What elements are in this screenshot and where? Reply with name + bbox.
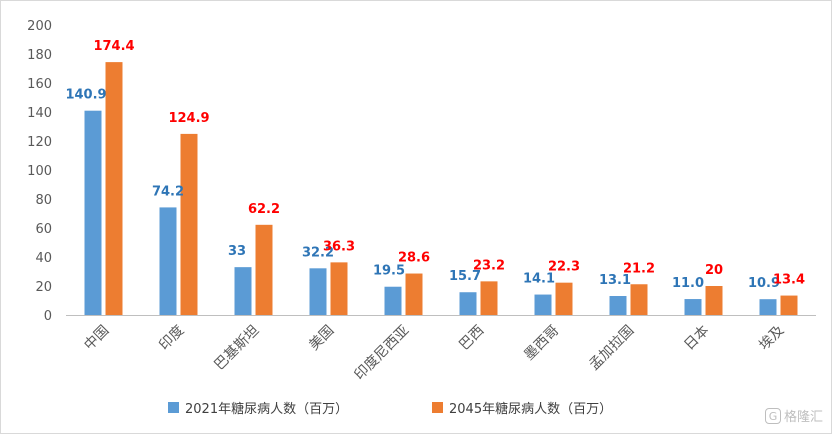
bar-2021 bbox=[684, 299, 702, 315]
bar-2045 bbox=[105, 62, 123, 316]
data-label-2021: 14.1 bbox=[523, 272, 555, 287]
y-tick-label: 80 bbox=[35, 193, 52, 208]
data-label-2021: 19.5 bbox=[373, 264, 405, 279]
watermark-text: 格隆汇 bbox=[783, 410, 823, 425]
legend-swatch-2021 bbox=[168, 402, 179, 413]
bar-2021 bbox=[84, 110, 102, 315]
data-label-2021: 33 bbox=[228, 244, 246, 259]
y-tick-label: 180 bbox=[27, 48, 52, 63]
category-label: 印度 bbox=[156, 323, 187, 354]
y-tick-label: 20 bbox=[35, 280, 52, 295]
bar-2021 bbox=[309, 268, 327, 315]
legend-label-2045: 2045年糖尿病人数（百万） bbox=[449, 401, 612, 417]
data-label-2021: 13.1 bbox=[599, 273, 631, 288]
category-label: 日本 bbox=[681, 323, 712, 354]
data-label-2045: 20 bbox=[705, 263, 723, 278]
y-axis: 0 20 40 60 80 100 120 140 160 180 200 bbox=[27, 19, 52, 324]
y-tick-label: 40 bbox=[35, 251, 52, 266]
bar-2045 bbox=[555, 282, 573, 315]
legend-swatch-2045 bbox=[432, 402, 443, 413]
bar-2021 bbox=[234, 267, 252, 315]
data-label-2021: 140.9 bbox=[65, 88, 106, 103]
bars bbox=[84, 62, 798, 316]
bar-2021 bbox=[459, 292, 477, 315]
data-label-2045: 13.4 bbox=[773, 273, 805, 288]
category-label: 孟加拉国 bbox=[586, 323, 637, 374]
data-label-2045: 36.3 bbox=[323, 239, 355, 254]
data-label-2021: 32.2 bbox=[302, 245, 334, 260]
y-tick-label: 100 bbox=[27, 164, 52, 179]
bar-2045 bbox=[330, 262, 348, 315]
category-label: 巴西 bbox=[456, 323, 487, 354]
bar-2045 bbox=[405, 273, 423, 315]
bar-2021 bbox=[159, 207, 177, 315]
data-label-2045: 62.2 bbox=[248, 202, 280, 217]
bar-2021 bbox=[759, 299, 777, 315]
data-label-2045: 124.9 bbox=[168, 111, 209, 126]
data-label-2045: 22.3 bbox=[548, 260, 580, 275]
data-label-2021: 74.2 bbox=[152, 184, 184, 199]
watermark: G 格隆汇 bbox=[764, 406, 823, 425]
bar-2045 bbox=[180, 133, 198, 315]
bar-2021 bbox=[384, 286, 402, 315]
category-label: 中国 bbox=[81, 323, 112, 354]
legend: 2021年糖尿病人数（百万） 2045年糖尿病人数（百万） bbox=[168, 401, 612, 417]
bar-2045 bbox=[705, 286, 723, 315]
bar-2021 bbox=[534, 294, 552, 315]
category-label: 埃及 bbox=[756, 323, 787, 354]
y-tick-label: 140 bbox=[27, 106, 52, 121]
data-labels: 140.9 174.4 74.2 124.9 33 62.2 32.236.3 19.528.… bbox=[65, 39, 805, 291]
data-label-2021: 15.7 bbox=[449, 269, 481, 284]
y-tick-label: 120 bbox=[27, 135, 52, 150]
category-label: 印度尼西亚 bbox=[352, 323, 413, 384]
bar-2021 bbox=[609, 296, 627, 315]
bar-2045 bbox=[780, 295, 798, 315]
bar-2045 bbox=[630, 284, 648, 315]
watermark-logo-icon: G bbox=[764, 407, 781, 424]
bar-2045 bbox=[255, 224, 273, 315]
category-label: 美国 bbox=[306, 323, 337, 354]
data-label-2045: 28.6 bbox=[398, 251, 430, 266]
data-label-2045: 21.2 bbox=[623, 261, 655, 276]
data-label-2021: 11.0 bbox=[672, 276, 704, 291]
category-labels: 中国 印度 巴基斯坦 美国 印度尼西亚 巴西 墨西哥 孟加拉国 日本 埃及 bbox=[81, 322, 787, 384]
y-tick-label: 0 bbox=[44, 309, 52, 324]
y-tick-label: 200 bbox=[27, 19, 52, 34]
bar-2045 bbox=[480, 281, 498, 315]
category-label: 墨西哥 bbox=[521, 323, 562, 364]
data-label-2045: 23.2 bbox=[473, 258, 505, 273]
data-label-2045: 174.4 bbox=[93, 39, 134, 54]
y-tick-label: 160 bbox=[27, 77, 52, 92]
y-tick-label: 60 bbox=[35, 222, 52, 237]
category-label: 巴基斯坦 bbox=[211, 322, 263, 374]
data-label-2021: 10.9 bbox=[748, 276, 780, 291]
legend-label-2021: 2021年糖尿病人数（百万） bbox=[185, 401, 348, 417]
